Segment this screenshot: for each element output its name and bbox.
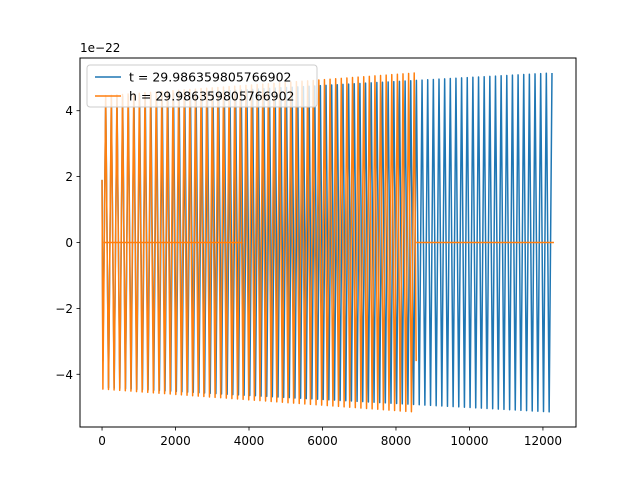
legend-label-2: h = 29.986359805766902: [129, 89, 295, 104]
x-tick-label: 2000: [160, 434, 191, 448]
series-layer: [101, 72, 554, 413]
y-tick-label: −2: [55, 302, 73, 316]
legend-label-1: t = 29.986359805766902: [129, 70, 292, 85]
axis-layer: 0 2000 4000 6000 8000 10000 12000 −4 −2 0 2 4: [55, 104, 562, 448]
x-tick-label: 12000: [524, 434, 562, 448]
x-tick-label: 0: [98, 434, 106, 448]
y-tick-label: 4: [65, 104, 73, 118]
x-tick-label: 10000: [450, 434, 488, 448]
x-tick-label: 4000: [234, 434, 265, 448]
x-tick-label: 8000: [381, 434, 412, 448]
y-tick-label: −4: [55, 368, 73, 382]
series-line-2: [101, 72, 417, 413]
y-tick-label: 0: [65, 236, 73, 250]
legend: t = 29.986359805766902 h = 29.98635980576…: [86, 64, 318, 108]
legend-box: [86, 64, 318, 108]
x-tick-label: 6000: [307, 434, 338, 448]
y-tick-label: 2: [65, 170, 73, 184]
y-offset-label: 1e−22: [80, 41, 120, 55]
